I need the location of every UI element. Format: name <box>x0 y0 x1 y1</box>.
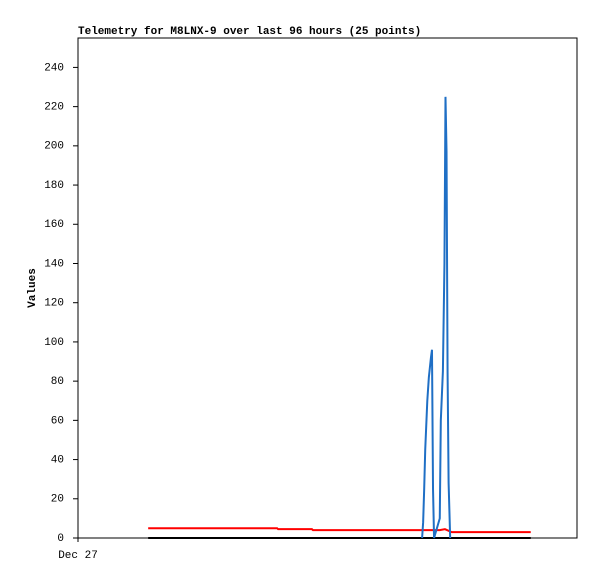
y-tick-label: 120 <box>44 298 64 310</box>
y-tick-label: 160 <box>44 219 64 231</box>
y-tick-label: 200 <box>44 141 64 153</box>
y-tick-label: 40 <box>51 454 64 466</box>
series-line <box>148 527 531 534</box>
y-tick-label: 180 <box>44 180 64 192</box>
y-tick-label: 0 <box>57 533 64 545</box>
y-tick-label: 240 <box>44 62 64 74</box>
y-tick-label: 100 <box>44 337 64 349</box>
chart-title: Telemetry for M8LNX-9 over last 96 hours… <box>78 26 421 38</box>
y-tick-label: 220 <box>44 102 64 114</box>
y-tick-label: 20 <box>51 494 64 506</box>
series-line <box>421 96 452 539</box>
y-tick-label: 80 <box>51 376 64 388</box>
plot-frame <box>77 37 578 539</box>
y-tick-label: 140 <box>44 258 64 270</box>
x-tick-label: Dec 27 <box>58 550 98 562</box>
y-axis-label: Values <box>27 268 39 308</box>
y-tick-label: 60 <box>51 415 64 427</box>
